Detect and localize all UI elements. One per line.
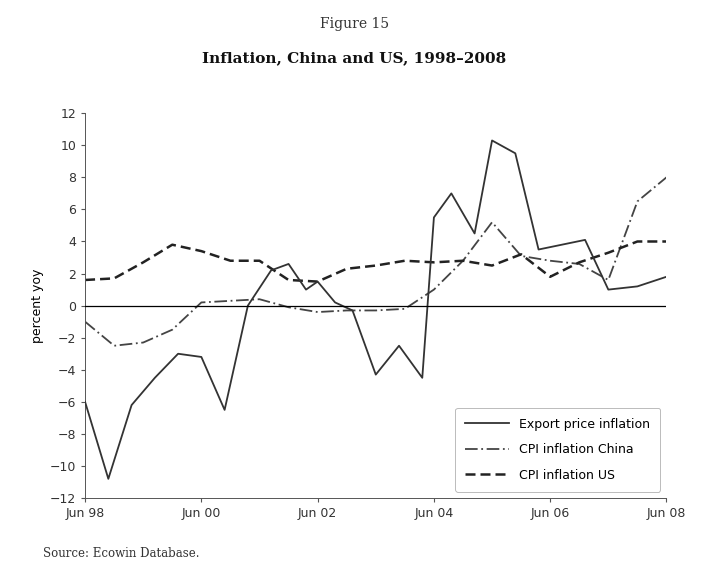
CPI inflation China: [662, 174, 671, 181]
CPI inflation China: [197, 299, 206, 306]
CPI inflation US: [459, 258, 467, 264]
Export price inflation: [81, 398, 89, 405]
CPI inflation China: [372, 307, 380, 314]
Y-axis label: percent yoy: percent yoy: [31, 268, 44, 343]
Line: CPI inflation US: CPI inflation US: [85, 242, 666, 281]
CPI inflation US: [401, 258, 409, 264]
Export price inflation: [150, 375, 159, 381]
CPI inflation China: [313, 308, 322, 315]
CPI inflation China: [110, 342, 118, 349]
Export price inflation: [488, 137, 496, 144]
Export price inflation: [662, 273, 671, 280]
Legend: Export price inflation, CPI inflation China, CPI inflation US: Export price inflation, CPI inflation Ch…: [455, 408, 660, 492]
Export price inflation: [284, 260, 293, 267]
CPI inflation China: [517, 252, 525, 259]
CPI inflation US: [372, 262, 380, 269]
Export price inflation: [418, 375, 427, 381]
CPI inflation China: [633, 198, 642, 205]
Export price inflation: [267, 267, 275, 274]
CPI inflation US: [81, 277, 89, 284]
CPI inflation US: [633, 238, 642, 245]
CPI inflation US: [313, 278, 322, 285]
CPI inflation China: [139, 339, 147, 346]
Text: Figure 15: Figure 15: [320, 17, 389, 31]
CPI inflation US: [517, 251, 525, 258]
CPI inflation China: [575, 260, 584, 267]
CPI inflation US: [430, 259, 438, 266]
Export price inflation: [197, 354, 206, 361]
CPI inflation US: [284, 277, 293, 284]
CPI inflation China: [546, 258, 554, 264]
Line: CPI inflation China: CPI inflation China: [85, 177, 666, 346]
CPI inflation China: [430, 286, 438, 293]
CPI inflation US: [662, 238, 671, 245]
CPI inflation China: [488, 219, 496, 226]
Export price inflation: [104, 475, 113, 482]
CPI inflation US: [342, 265, 351, 272]
Export price inflation: [302, 286, 311, 293]
Export price inflation: [174, 350, 182, 357]
CPI inflation US: [197, 248, 206, 255]
CPI inflation US: [168, 241, 177, 248]
CPI inflation US: [110, 275, 118, 282]
Line: Export price inflation: Export price inflation: [85, 140, 666, 479]
Text: Source: Ecowin Database.: Source: Ecowin Database.: [43, 547, 199, 560]
Export price inflation: [535, 246, 543, 253]
CPI inflation China: [459, 258, 467, 264]
Export price inflation: [395, 342, 403, 349]
Export price inflation: [220, 406, 229, 413]
CPI inflation US: [488, 262, 496, 269]
CPI inflation China: [226, 298, 235, 305]
CPI inflation US: [226, 258, 235, 264]
CPI inflation China: [342, 307, 351, 314]
CPI inflation China: [168, 326, 177, 333]
CPI inflation US: [604, 249, 613, 256]
Export price inflation: [244, 302, 252, 309]
Export price inflation: [331, 299, 340, 306]
CPI inflation US: [546, 273, 554, 280]
Export price inflation: [470, 230, 479, 237]
Export price inflation: [557, 241, 566, 248]
CPI inflation China: [401, 306, 409, 312]
Export price inflation: [372, 371, 380, 378]
CPI inflation US: [255, 258, 264, 264]
CPI inflation China: [81, 318, 89, 325]
Export price inflation: [511, 150, 520, 157]
Text: Inflation, China and US, 1998–2008: Inflation, China and US, 1998–2008: [202, 51, 507, 65]
Export price inflation: [128, 402, 136, 409]
CPI inflation US: [139, 259, 147, 266]
CPI inflation US: [575, 259, 584, 266]
CPI inflation China: [604, 277, 613, 284]
Export price inflation: [604, 286, 613, 293]
CPI inflation China: [284, 304, 293, 311]
Export price inflation: [581, 237, 589, 243]
Export price inflation: [348, 307, 357, 314]
Export price inflation: [633, 283, 642, 290]
Export price inflation: [430, 214, 438, 221]
Export price inflation: [447, 190, 456, 197]
Export price inflation: [313, 278, 322, 285]
CPI inflation China: [255, 296, 264, 303]
